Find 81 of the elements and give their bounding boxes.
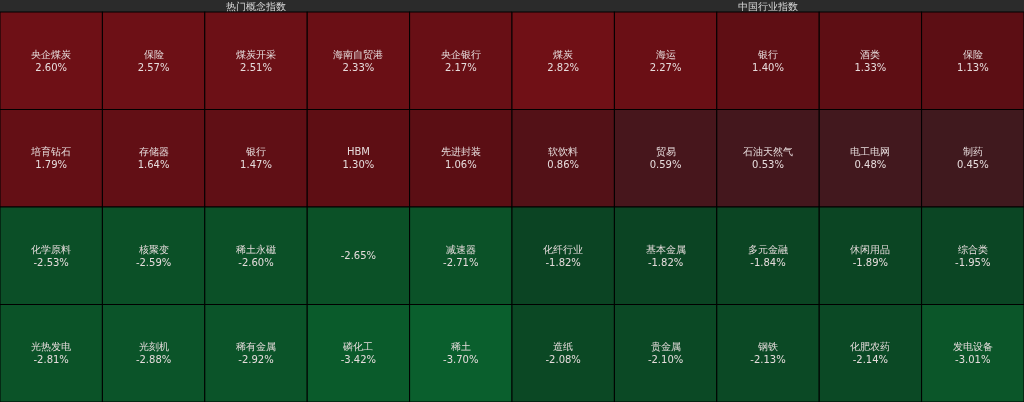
data-label: 1.30% <box>342 159 375 171</box>
category-label: 煤炭开采 <box>236 48 276 60</box>
data-label: 2.60% <box>35 61 68 73</box>
category-label: 制药 <box>962 146 983 158</box>
category-label: 休闲用品 <box>850 243 891 255</box>
category-label: 稀土永磁 <box>236 243 276 255</box>
category-label: HBM <box>346 146 370 158</box>
category-label: 化纤行业 <box>543 243 584 255</box>
category-label: 保险 <box>143 48 164 60</box>
data-label: -1.95% <box>955 256 991 268</box>
category-label: 石油天然气 <box>743 146 793 158</box>
data-label: 1.40% <box>752 61 784 73</box>
category-label: 贵金属 <box>650 341 681 353</box>
text: 中国行业指数 <box>738 0 798 12</box>
category-label: 央企煤炭 <box>31 48 72 60</box>
category-label: 央企银行 <box>440 48 481 60</box>
data-label: 0.59% <box>649 159 682 171</box>
data-label: 1.79% <box>35 159 68 171</box>
category-label: 银行 <box>757 48 778 60</box>
category-label: 保险 <box>962 48 983 60</box>
data-label: -1.82% <box>647 256 684 268</box>
data-label: -3.01% <box>955 354 991 366</box>
data-label: -1.89% <box>852 256 889 268</box>
category-label: 综合类 <box>957 243 988 255</box>
data-label: -2.65% <box>340 250 377 262</box>
data-label: 2.17% <box>444 61 477 73</box>
data-label: 2.51% <box>240 61 272 73</box>
data-label: -2.13% <box>750 354 786 366</box>
data-label: 1.06% <box>444 159 477 171</box>
category-label: 贸易 <box>655 146 676 158</box>
category-label: 存储器 <box>138 146 169 158</box>
category-label: 造纸 <box>553 341 574 353</box>
category-label: 核聚变 <box>137 243 169 255</box>
data-label: -2.81% <box>33 354 69 366</box>
data-label: 0.48% <box>854 159 887 171</box>
data-label: 1.13% <box>956 61 989 73</box>
category-label: 先进封装 <box>440 146 481 158</box>
category-label: 银行 <box>245 146 266 158</box>
text: 热门概念指数 <box>226 0 286 12</box>
data-label: -2.14% <box>852 354 889 366</box>
category-label: 海南自贸港 <box>333 48 384 60</box>
data-label: -2.88% <box>135 354 172 366</box>
data-label: -3.42% <box>340 354 377 366</box>
data-label: -2.53% <box>33 256 69 268</box>
data-label: -2.71% <box>443 256 479 268</box>
category-label: 减速器 <box>445 243 476 255</box>
data-label: 0.86% <box>547 159 580 171</box>
data-label: 1.33% <box>854 61 887 73</box>
data-label: 1.47% <box>240 159 272 171</box>
data-label: 2.27% <box>649 61 682 73</box>
category-label: 海运 <box>655 48 676 60</box>
category-label: 软饮料 <box>548 146 579 158</box>
category-label: 光刻机 <box>138 341 169 353</box>
data-label: -1.84% <box>750 256 786 268</box>
data-label: -2.59% <box>135 256 172 268</box>
data-label: 0.53% <box>752 159 784 171</box>
category-label: 酒类 <box>860 48 881 60</box>
category-label: 稀有金属 <box>236 341 276 353</box>
category-label: 发电设备 <box>952 341 993 353</box>
category-label: 煤炭 <box>553 48 574 60</box>
data-label: -3.70% <box>443 354 479 366</box>
category-label: 多元金融 <box>748 243 788 255</box>
data-label: -2.08% <box>545 354 581 366</box>
data-label: -1.82% <box>545 256 581 268</box>
category-label: 钢铁 <box>757 341 778 353</box>
data-label: 0.45% <box>956 159 989 171</box>
category-label: 化学原料 <box>31 243 72 255</box>
data-label: 2.82% <box>547 61 580 73</box>
data-label: -2.92% <box>238 354 274 366</box>
category-label: 稀土 <box>450 341 471 353</box>
data-label: 2.33% <box>342 61 375 73</box>
data-label: 2.57% <box>137 61 170 73</box>
category-label: 培育钻石 <box>30 146 72 158</box>
data-label: 1.64% <box>137 159 170 171</box>
category-label: 电工电网 <box>850 146 891 158</box>
category-label: 基本金属 <box>645 243 686 255</box>
data-label: -2.60% <box>238 256 274 268</box>
data-label: -2.10% <box>647 354 684 366</box>
category-label: 光热发电 <box>31 341 72 353</box>
category-label: 磷化工 <box>342 341 374 353</box>
category-label: 化肥农药 <box>850 341 891 353</box>
